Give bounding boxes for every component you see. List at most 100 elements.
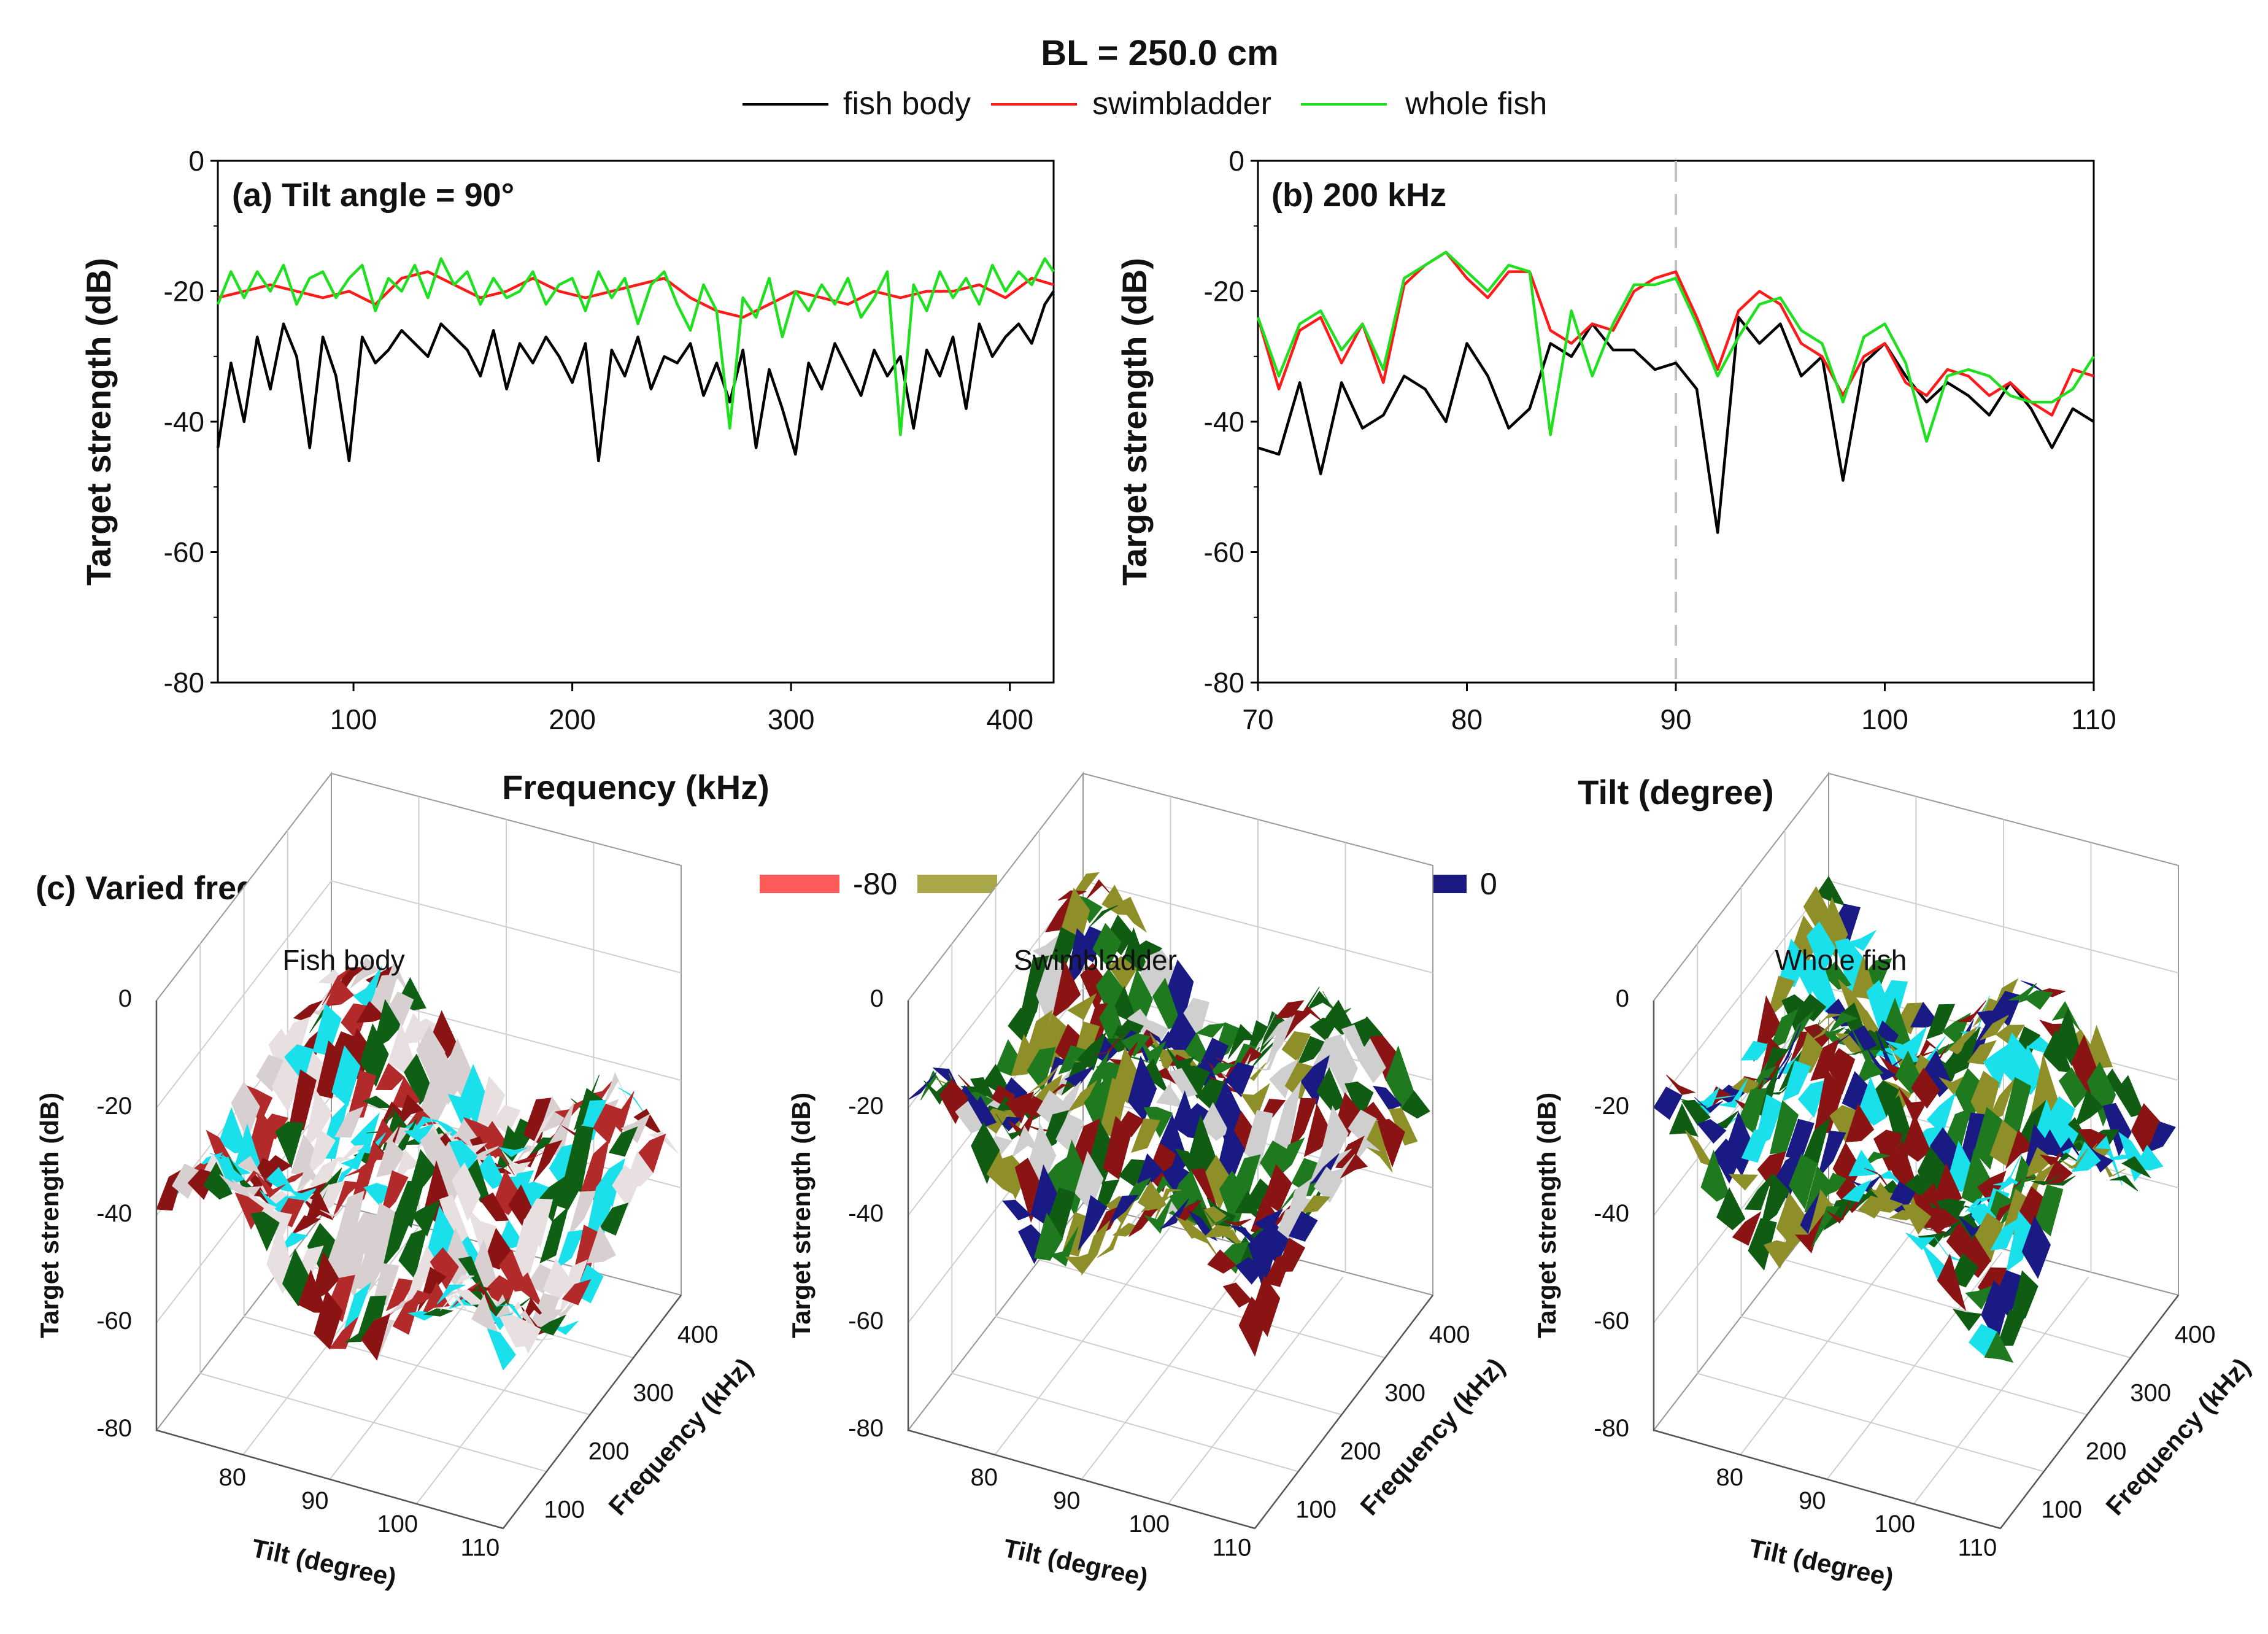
panel-b-ytick-label: -40 bbox=[1204, 406, 1244, 438]
surface-xtick-label: 110 bbox=[1212, 1534, 1251, 1561]
surface-patch bbox=[1401, 1090, 1430, 1119]
surface-panel-title: Fish body bbox=[282, 944, 404, 976]
surface-patch bbox=[1817, 1130, 1846, 1180]
surface-ztick-label: -60 bbox=[1594, 1307, 1629, 1334]
surface-xlabel: Tilt (degree) bbox=[1001, 1533, 1151, 1592]
surface-patch bbox=[1842, 1179, 1872, 1202]
surface-grid-line bbox=[995, 1316, 1343, 1415]
surface-patch bbox=[314, 1290, 343, 1350]
surface-patch bbox=[1827, 1187, 1856, 1224]
surface-patch bbox=[1143, 1195, 1173, 1234]
surface-ylabel: Frequency (kHz) bbox=[603, 1352, 758, 1520]
surface-patch bbox=[1281, 1031, 1311, 1063]
surface-ztick-label: 0 bbox=[118, 985, 132, 1012]
surface-patch bbox=[379, 1170, 409, 1219]
surface-patch bbox=[1788, 1154, 1818, 1210]
surface-patch bbox=[1109, 1195, 1139, 1225]
surface-patch bbox=[1917, 1231, 1948, 1248]
surface-patch bbox=[1275, 1137, 1305, 1179]
figure-title: BL = 250.0 cm bbox=[1041, 33, 1278, 73]
surface-patch bbox=[1263, 1252, 1293, 1287]
surface-patch bbox=[1049, 1226, 1079, 1267]
surface-patch bbox=[1175, 1216, 1205, 1239]
panel-b-ytick-label: -60 bbox=[1204, 536, 1244, 568]
surface-patch bbox=[1772, 1024, 1802, 1079]
panel-b-series-whole-fish bbox=[1256, 250, 2095, 443]
surface-patch bbox=[338, 966, 366, 1000]
surface-ztick-label: -40 bbox=[848, 1200, 884, 1227]
surface-patch bbox=[1248, 1231, 1277, 1293]
surface-patch bbox=[1099, 1077, 1129, 1140]
surface-patch bbox=[1089, 905, 1118, 927]
panel-b: 0 -20 -40 -60 -80 70 80 90 100 110 (b) 200 kHz T… bbox=[1115, 145, 2116, 811]
surface-patch bbox=[1097, 1213, 1126, 1258]
surface-patch bbox=[1681, 1099, 1711, 1126]
surface-patch bbox=[1372, 1085, 1402, 1110]
surface-patch bbox=[1794, 956, 1824, 997]
surface-patch bbox=[1995, 1024, 2025, 1047]
surface-patch bbox=[1064, 1066, 1095, 1088]
surface-patch bbox=[303, 1090, 333, 1151]
surface-patch bbox=[1078, 1195, 1107, 1251]
panel-b-xlabel: Tilt (degree) bbox=[1578, 773, 1773, 811]
surface-patch bbox=[1093, 1034, 1122, 1055]
panel-a-lines bbox=[216, 257, 1055, 463]
surface-patch bbox=[1165, 1045, 1195, 1078]
surface-ztick-label: -60 bbox=[96, 1307, 132, 1334]
surface-patch bbox=[1937, 1253, 1967, 1312]
surface-ztick-label: 0 bbox=[870, 985, 884, 1012]
surface-patch bbox=[398, 1228, 428, 1279]
surface-patch bbox=[392, 1293, 422, 1335]
surface-patch bbox=[1779, 1216, 1809, 1267]
surface-patch bbox=[2072, 1141, 2101, 1172]
surface-patch bbox=[1748, 1218, 1777, 1271]
panel-a-y-ticks: 0 -20 -40 -60 -80 bbox=[164, 145, 218, 699]
surface-patch bbox=[612, 1164, 641, 1208]
surface-patch bbox=[1719, 1078, 1748, 1109]
surface-patch bbox=[1131, 1118, 1160, 1153]
surface-patch bbox=[1133, 940, 1163, 962]
panel-b-ytick-label: -80 bbox=[1204, 667, 1244, 699]
surface-ytick-label: 400 bbox=[2175, 1322, 2216, 1349]
surface-ztick-label: -20 bbox=[1594, 1093, 1629, 1120]
surface-patch bbox=[1300, 1055, 1330, 1106]
surface-patch bbox=[499, 1314, 529, 1348]
panel-a-xlabel: Frequency (kHz) bbox=[502, 768, 770, 807]
surface-patch bbox=[1845, 1103, 1875, 1143]
surface-patch bbox=[1238, 1296, 1268, 1357]
surface-patch bbox=[1077, 1031, 1107, 1071]
surface-xtick-label: 90 bbox=[1799, 1487, 1826, 1514]
surface-patch bbox=[1269, 1058, 1298, 1099]
surface-patch bbox=[1996, 1309, 2026, 1346]
surface-patch bbox=[1952, 1308, 1982, 1331]
surface-patch bbox=[1889, 1209, 1919, 1221]
surface-patch bbox=[1977, 1171, 2007, 1209]
panel-a-xtick-label: 200 bbox=[549, 703, 596, 735]
surface-patch bbox=[250, 1212, 280, 1252]
surface-patch bbox=[1263, 1164, 1292, 1213]
surface-patch bbox=[1225, 1062, 1254, 1098]
surface-patch bbox=[1348, 1109, 1377, 1144]
surface-patch bbox=[1108, 956, 1138, 990]
surface-grid-line bbox=[1913, 1276, 2089, 1504]
surface-patch bbox=[1240, 1083, 1270, 1118]
surface-patch bbox=[1051, 959, 1081, 1020]
surface-patch bbox=[1067, 1080, 1097, 1112]
surface-patch bbox=[1958, 1000, 1987, 1023]
surface-xtick-label: 90 bbox=[301, 1487, 329, 1514]
legend: fish body swimbladder whole fish bbox=[742, 86, 1547, 122]
surface-patch bbox=[1027, 1123, 1057, 1185]
surface-patch bbox=[561, 1279, 592, 1306]
surface-patch bbox=[2097, 1150, 2126, 1178]
surface-patch bbox=[1207, 1249, 1236, 1274]
surface-patch bbox=[1984, 1331, 2014, 1363]
surface-patch bbox=[908, 1072, 937, 1101]
surface-ztick-label: -20 bbox=[848, 1093, 884, 1120]
surface-ytick-label: 100 bbox=[2041, 1497, 2082, 1524]
surface-patch bbox=[476, 1076, 506, 1127]
surface-patch bbox=[492, 1105, 521, 1135]
surface-patch bbox=[1911, 1067, 1940, 1109]
surface-zlabel: Target strength (dB) bbox=[787, 1093, 816, 1339]
surface-patch bbox=[1807, 1018, 1836, 1043]
surface-ztick-label: -80 bbox=[96, 1415, 132, 1442]
